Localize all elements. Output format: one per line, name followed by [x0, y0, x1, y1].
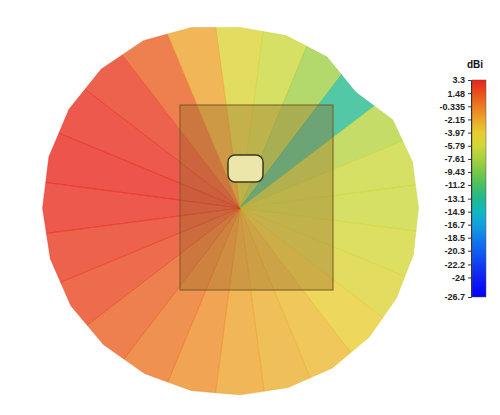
colorbar — [472, 80, 486, 297]
axis-line — [468, 81, 472, 298]
tick-mark — [468, 133, 471, 134]
tick-label: -18.5 — [444, 233, 465, 243]
tick: -9.43 — [444, 167, 471, 177]
tick-mark — [468, 93, 471, 94]
tick-mark — [468, 212, 471, 213]
tick-label: -5.79 — [444, 141, 465, 151]
tick: -13.1 — [444, 194, 471, 204]
tick-label: 1.48 — [447, 89, 465, 99]
tick: -24 — [452, 273, 471, 283]
tick-label: -22.2 — [444, 260, 465, 270]
tick-mark — [468, 238, 471, 239]
tick-mark — [468, 185, 471, 186]
tick-label: -16.7 — [444, 220, 465, 230]
tick-label: -11.2 — [445, 180, 465, 190]
tick: -14.9 — [444, 207, 471, 217]
tick: 1.48 — [447, 89, 471, 99]
tick: -18.5 — [444, 233, 471, 243]
tick-mark — [468, 159, 471, 160]
tick-mark — [468, 106, 471, 107]
tick-mark — [468, 80, 471, 81]
tick-mark — [468, 146, 471, 147]
tick: -22.2 — [444, 260, 471, 270]
tick-label: -20.3 — [444, 246, 465, 256]
tick-label: -14.9 — [444, 207, 465, 217]
tick-mark — [468, 119, 471, 120]
pattern — [43, 27, 419, 394]
tick-label: 3.3 — [452, 75, 465, 85]
tick-mark — [468, 225, 471, 226]
tick: -7.61 — [444, 154, 471, 164]
tick-label: -9.43 — [444, 167, 465, 177]
antenna-chip — [228, 155, 263, 182]
tick: -11.2 — [445, 180, 471, 190]
tick-mark — [468, 251, 471, 252]
tick: -26.7 — [444, 292, 471, 302]
tick-mark — [468, 277, 471, 278]
colorbar-axis: 3.3 1.48 -0.335 -2.15 -3.97 -5.79 -7.61 -9.43 -1… — [439, 75, 471, 302]
chart: 3.3 1.48 -0.335 -2.15 -3.97 -5.79 -7.61 -9.43 -1… — [0, 0, 500, 415]
tick-mark — [468, 297, 471, 298]
tick-label: -7.61 — [444, 154, 465, 164]
tick-label: -2.15 — [444, 115, 465, 125]
tick-label: -3.97 — [444, 128, 465, 138]
tick: -3.97 — [444, 128, 471, 138]
tick-mark — [468, 264, 471, 265]
tick-label: -13.1 — [444, 194, 465, 204]
ground-plane — [180, 105, 333, 290]
tick: -20.3 — [444, 246, 471, 256]
tick: -0.335 — [439, 102, 471, 112]
tick: -16.7 — [444, 220, 471, 230]
tick: 3.3 — [452, 75, 471, 85]
tick-mark — [468, 172, 471, 173]
tick-label: -26.7 — [444, 292, 465, 302]
tick: -5.79 — [444, 141, 471, 151]
tick-label: -24 — [452, 273, 465, 283]
colorbar-title: dBi — [467, 59, 483, 70]
tick: -2.15 — [444, 115, 471, 125]
tick-mark — [468, 199, 471, 200]
tick-label: -0.335 — [439, 102, 465, 112]
